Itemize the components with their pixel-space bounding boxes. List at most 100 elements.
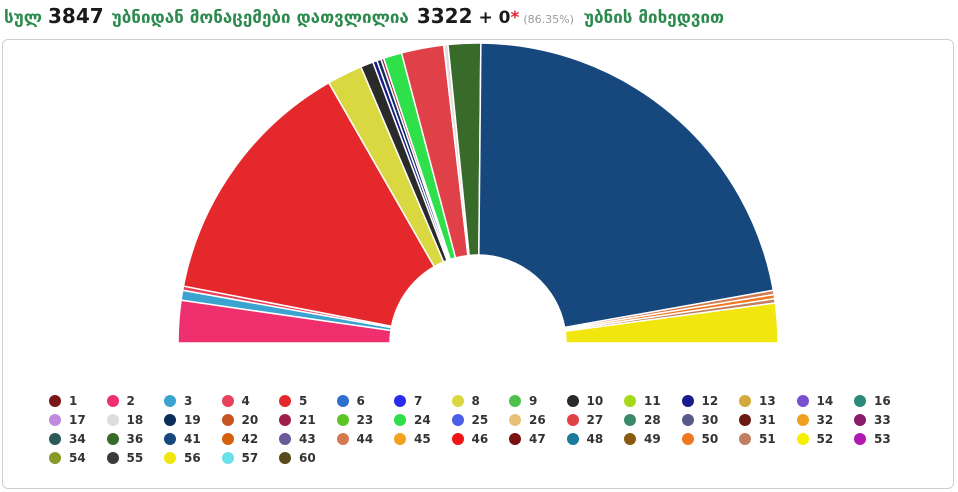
legend-marker [279,433,291,445]
slice-5[interactable] [182,81,436,328]
legend-item-27[interactable]: 27 [566,411,625,429]
legend-item-26[interactable]: 26 [509,411,567,429]
legend-item-56[interactable]: 56 [164,449,222,467]
legend-item-8[interactable]: 8 [451,392,510,410]
legend-item-17[interactable]: 17 [49,411,107,429]
legend-item-57[interactable]: 57 [221,449,280,467]
legend-label: 43 [299,432,316,446]
legend-marker [49,414,61,426]
legend-item-55[interactable]: 55 [106,449,165,467]
legend-label: 9 [529,394,538,408]
legend-item-36[interactable]: 36 [106,430,165,448]
legend-item-52[interactable]: 52 [796,430,855,448]
legend-label: 32 [816,413,834,427]
legend-item-4[interactable]: 4 [221,392,280,410]
legend-marker [566,433,579,445]
legend-item-60[interactable]: 60 [279,449,337,467]
legend-item-24[interactable]: 24 [394,411,452,429]
legend-marker [336,433,349,445]
chart-legend: 1 2 3 4 5 6 7 8 9 10 11 12 13 14 16 17 18 19 20 21 23 24 25 26 2… [49,392,929,467]
legend-label: 51 [759,432,776,446]
legend-label: 8 [471,394,480,408]
legend-item-33[interactable]: 33 [854,411,912,429]
legend-marker [451,395,464,407]
legend-item-51[interactable]: 51 [739,430,797,448]
legend-item-16[interactable]: 16 [854,392,912,410]
legend-item-42[interactable]: 42 [221,430,280,448]
legend-marker [106,452,119,464]
legend-label: 53 [874,432,891,446]
legend-item-34[interactable]: 34 [49,430,107,448]
chart-panel: 1 2 3 4 5 6 7 8 9 10 11 12 13 14 16 17 18 19 20 21 23 24 25 26 2… [2,39,954,489]
legend-label: 11 [644,394,661,408]
legend-label: 55 [126,451,144,465]
legend-item-10[interactable]: 10 [566,392,625,410]
legend-item-6[interactable]: 6 [336,392,395,410]
legend-item-48[interactable]: 48 [566,430,625,448]
legend-marker [796,433,809,445]
legend-label: 25 [471,413,489,427]
legend-marker [164,395,176,407]
legend-item-2[interactable]: 2 [106,392,165,410]
legend-item-7[interactable]: 7 [394,392,452,410]
legend-marker [739,395,751,407]
legend-item-32[interactable]: 32 [796,411,855,429]
legend-label: 5 [299,394,308,408]
legend-item-31[interactable]: 31 [739,411,797,429]
legend-item-5[interactable]: 5 [279,392,337,410]
legend-marker [106,395,119,407]
legend-label: 12 [701,394,719,408]
legend-marker [681,414,694,426]
legend-item-41[interactable]: 41 [164,430,222,448]
legend-marker [796,414,809,426]
legend-label: 2 [126,394,135,408]
header-plus-value: + 0 [478,8,511,28]
legend-label: 24 [414,413,431,427]
legend-item-50[interactable]: 50 [681,430,740,448]
legend-label: 48 [586,432,604,446]
legend-item-3[interactable]: 3 [164,392,222,410]
legend-marker [624,433,636,445]
legend-label: 10 [586,394,604,408]
legend-item-12[interactable]: 12 [681,392,740,410]
legend-item-46[interactable]: 46 [451,430,510,448]
legend-marker [509,414,521,426]
legend-label: 20 [241,413,259,427]
legend-marker [796,395,809,407]
legend-item-20[interactable]: 20 [221,411,280,429]
legend-item-1[interactable]: 1 [49,392,107,410]
slice-56[interactable] [564,302,779,344]
legend-item-18[interactable]: 18 [106,411,165,429]
legend-item-49[interactable]: 49 [624,430,682,448]
legend-marker [394,395,406,407]
legend-item-23[interactable]: 23 [336,411,395,429]
legend-item-14[interactable]: 14 [796,392,855,410]
legend-item-19[interactable]: 19 [164,411,222,429]
legend-marker [279,395,291,407]
legend-item-54[interactable]: 54 [49,449,107,467]
legend-label: 57 [241,451,259,465]
legend-item-44[interactable]: 44 [336,430,395,448]
legend-item-25[interactable]: 25 [451,411,510,429]
legend-label: 26 [529,413,546,427]
legend-marker [49,433,61,445]
legend-item-21[interactable]: 21 [279,411,337,429]
legend-item-43[interactable]: 43 [279,430,337,448]
slice-41[interactable] [478,42,775,329]
legend-marker [854,414,866,426]
legend-label: 4 [241,394,250,408]
legend-item-45[interactable]: 45 [394,430,452,448]
legend-marker [624,414,636,426]
legend-item-28[interactable]: 28 [624,411,682,429]
legend-item-47[interactable]: 47 [509,430,567,448]
legend-label: 7 [414,394,423,408]
legend-item-30[interactable]: 30 [681,411,740,429]
legend-label: 19 [184,413,201,427]
legend-marker [451,433,464,445]
legend-label: 17 [69,413,86,427]
legend-item-13[interactable]: 13 [739,392,797,410]
legend-item-9[interactable]: 9 [509,392,567,410]
legend-item-11[interactable]: 11 [624,392,682,410]
legend-marker [279,414,291,426]
legend-item-53[interactable]: 53 [854,430,912,448]
